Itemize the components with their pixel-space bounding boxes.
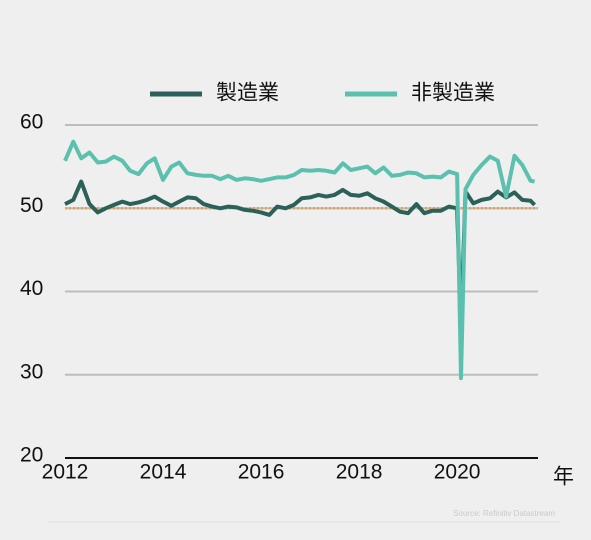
x-tick-label: 2014 xyxy=(140,461,187,484)
source: Source: Refinitiv Datastream xyxy=(453,509,555,518)
x-tick-label: 2018 xyxy=(336,461,383,484)
x-tick-label: 2020 xyxy=(434,461,481,484)
x-tick-label: 2016 xyxy=(238,461,285,484)
x-tick-label: 2012 xyxy=(42,461,89,484)
y-tick-label: 60 xyxy=(20,111,43,134)
y-tick-label: 50 xyxy=(20,194,43,217)
series-line xyxy=(63,139,535,381)
legend-label: 非製造業 xyxy=(411,82,495,105)
y-tick-label: 20 xyxy=(20,444,43,467)
y-tick-label: 30 xyxy=(20,360,43,383)
y-tick-label: 40 xyxy=(20,277,43,300)
legend-label: 製造業 xyxy=(216,82,279,105)
x-unit: 年 xyxy=(553,466,574,489)
